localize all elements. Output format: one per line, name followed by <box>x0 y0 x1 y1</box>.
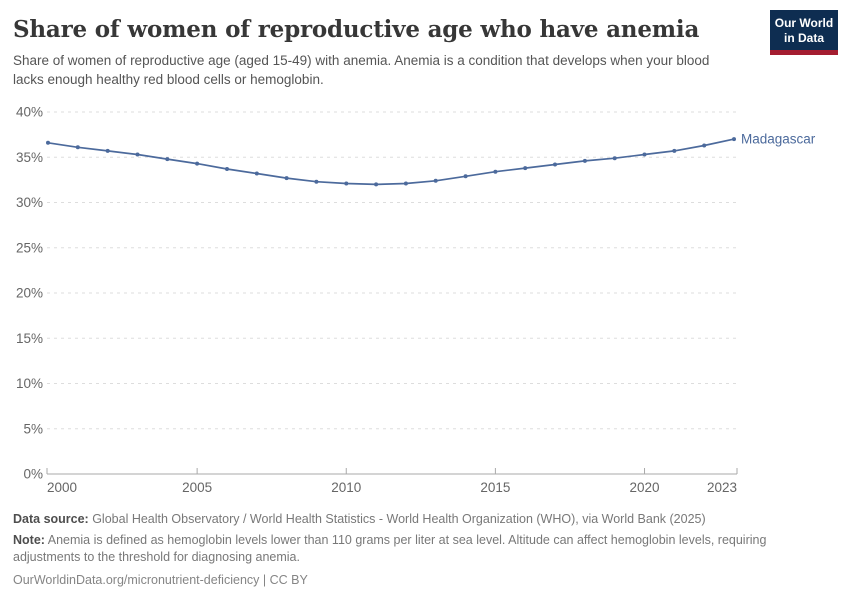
owid-logo: Our World in Data <box>770 10 838 55</box>
x-axis-label-2020: 2020 <box>629 480 659 495</box>
note-line: Note: Anemia is defined as hemoglobin le… <box>13 532 803 565</box>
data-point-2023 <box>732 137 736 142</box>
data-point-2018 <box>582 158 587 163</box>
data-point-2001 <box>75 145 80 150</box>
x-axis-label-2000: 2000 <box>47 480 77 495</box>
x-axis-label-2005: 2005 <box>182 480 212 495</box>
citation-line: OurWorldinData.org/micronutrient-deficie… <box>13 572 308 587</box>
chart-subtitle: Share of women of reproductive age (aged… <box>13 53 710 87</box>
y-axis-label-20: 20% <box>16 286 43 301</box>
data-point-2015 <box>493 169 498 174</box>
data-point-2007 <box>254 171 259 176</box>
data-point-2004 <box>165 157 170 162</box>
owid-logo-line1: Our World <box>774 16 834 30</box>
data-point-2013 <box>433 178 438 183</box>
data-point-2003 <box>135 152 140 157</box>
entity-label: Madagascar <box>741 132 816 147</box>
data-point-2022 <box>702 143 707 148</box>
data-source-text: Global Health Observatory / World Health… <box>88 512 706 526</box>
data-point-2009 <box>314 179 319 184</box>
data-point-2019 <box>612 156 617 161</box>
data-point-2021 <box>672 148 677 153</box>
y-axis-label-40: 40% <box>16 105 43 120</box>
data-point-2020 <box>642 152 647 157</box>
data-point-2008 <box>284 176 289 181</box>
trend-line-madagascar <box>47 138 735 186</box>
data-point-2017 <box>553 162 557 167</box>
data-point-2014 <box>463 174 468 179</box>
chart-title: Share of women of reproductive age who h… <box>13 16 700 43</box>
y-axis-label-15: 15% <box>16 331 43 346</box>
data-point-2005 <box>195 161 200 166</box>
data-point-2006 <box>225 167 229 171</box>
y-axis-label-30: 30% <box>16 195 43 210</box>
note-text: Anemia is defined as hemoglobin levels l… <box>13 533 767 564</box>
x-axis-label-2015: 2015 <box>480 480 510 495</box>
data-point-2002 <box>105 148 110 153</box>
data-point-2016 <box>523 166 528 171</box>
x-axis-label-2023: 2023 <box>707 480 737 495</box>
data-point-2012 <box>403 181 408 186</box>
y-axis-label-35: 35% <box>16 150 43 165</box>
data-point-2011 <box>374 182 379 187</box>
chart-header: Share of women of reproductive age who h… <box>13 16 837 90</box>
y-axis-label-5: 5% <box>23 421 43 436</box>
y-axis-label-25: 25% <box>16 240 43 255</box>
owid-logo-line2: in Data <box>783 31 824 45</box>
data-source-line: Data source: Global Health Observatory /… <box>13 511 837 527</box>
line-chart-area: 0% 5% 10% 15% 20% 25% 30% 35% 40% 2000 2005 2010 201… <box>0 95 850 500</box>
data-source-label: Data source: <box>13 512 89 526</box>
y-axis-label-10: 10% <box>16 376 43 391</box>
data-point-2010 <box>344 181 349 186</box>
x-axis-label-2010: 2010 <box>331 480 361 495</box>
data-point-2000 <box>46 140 50 145</box>
note-label: Note: <box>13 533 45 548</box>
chart-footer: Data source: Global Health Observatory /… <box>13 511 837 593</box>
line-chart-svg: 0% 5% 10% 15% 20% 25% 30% 35% 40% 2000 2005 2010 201… <box>16 105 816 496</box>
y-axis-label-0: 0% <box>23 467 43 482</box>
